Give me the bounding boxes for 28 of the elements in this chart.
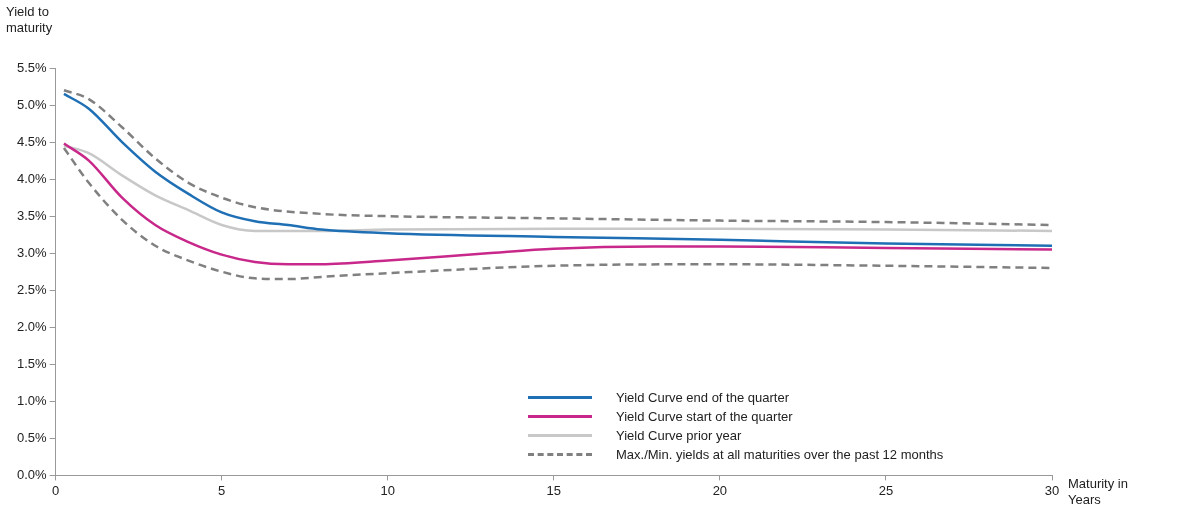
x-tick-label: 5 — [218, 482, 226, 498]
y-axis-title: Yield to maturity — [6, 4, 54, 36]
x-tick-label: 20 — [712, 482, 728, 498]
x-tick-label: 10 — [380, 482, 395, 498]
legend-label: Yield Curve start of the quarter — [616, 409, 793, 424]
y-tick-label: 3.0% — [16, 244, 48, 260]
y-tick-label: 5.5% — [16, 59, 48, 75]
y-tick-label: 3.5% — [16, 207, 48, 223]
y-tick-label: 1.5% — [16, 355, 48, 371]
legend-label: Yield Curve end of the quarter — [616, 390, 789, 405]
x-tick-label: 0 — [52, 482, 60, 498]
line-series — [62, 144, 1052, 233]
y-tick-label: 0.5% — [16, 429, 48, 445]
line-series — [62, 92, 1052, 248]
y-tick-label: 4.5% — [16, 133, 48, 149]
line-series — [62, 88, 1052, 227]
x-tick-label: 15 — [546, 482, 562, 498]
y-tick-label: 2.5% — [16, 281, 48, 297]
y-tick-label: 5.0% — [16, 96, 48, 112]
y-tick-label: 1.0% — [16, 392, 48, 408]
y-tick-label: 0.0% — [16, 466, 48, 482]
x-tick-label: 25 — [878, 482, 894, 498]
legend-label: Max./Min. yields at all maturities over the past 12 months — [616, 447, 944, 462]
y-tick-label: 4.0% — [16, 170, 48, 186]
legend-label: Yield Curve prior year — [616, 428, 742, 443]
y-tick-label: 2.0% — [16, 318, 48, 334]
x-tick-label: 30 — [1044, 482, 1060, 498]
x-axis-title: Maturity in Years — [1068, 476, 1129, 508]
